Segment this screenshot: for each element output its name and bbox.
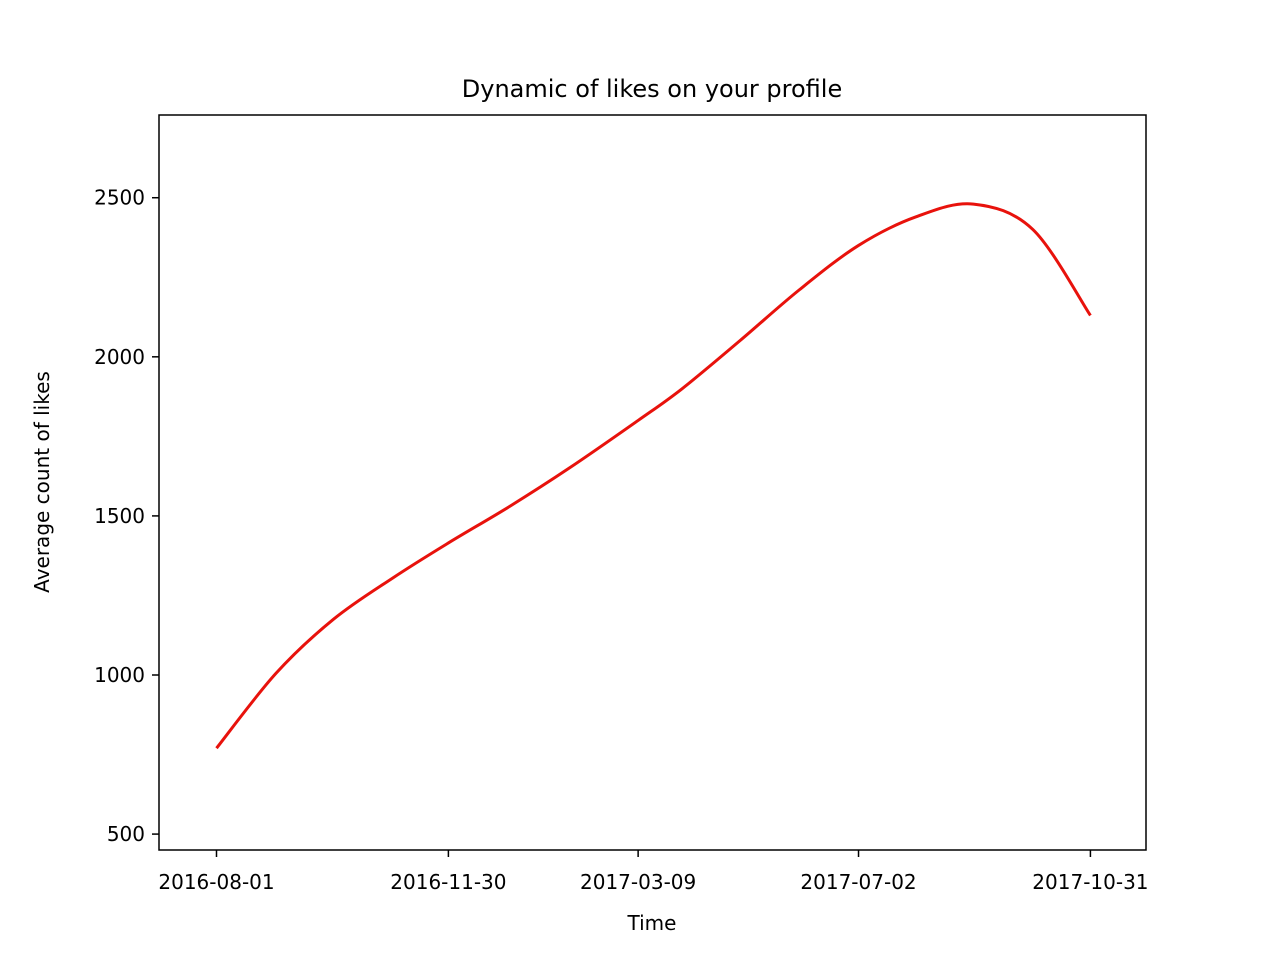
series-line (215, 202, 1092, 750)
x-tick-label: 2017-10-31 (1032, 870, 1148, 894)
axes-frame (158, 114, 1147, 851)
y-axis-label: Average count of likes (30, 371, 54, 593)
plot-area (215, 202, 1092, 750)
y-tick-label: 2000 (94, 345, 145, 369)
chart-title: Dynamic of likes on your profile (462, 75, 842, 103)
y-tick-label: 1500 (94, 504, 145, 528)
x-axis-label: Time (627, 911, 677, 935)
x-axis: 2016-08-01 2016-11-30 2017-03-09 2017-07-02… (158, 850, 1149, 894)
y-tick-label: 2500 (94, 186, 145, 210)
x-tick-label: 2017-07-02 (800, 870, 916, 894)
x-tick-label: 2016-08-01 (158, 870, 274, 894)
y-tick-label: 500 (107, 822, 145, 846)
y-axis: 500 1000 1500 2000 2500 (94, 186, 159, 846)
x-tick-label: 2017-03-09 (580, 870, 696, 894)
x-tick-label: 2016-11-30 (390, 870, 506, 894)
y-tick-label: 1000 (94, 663, 145, 687)
